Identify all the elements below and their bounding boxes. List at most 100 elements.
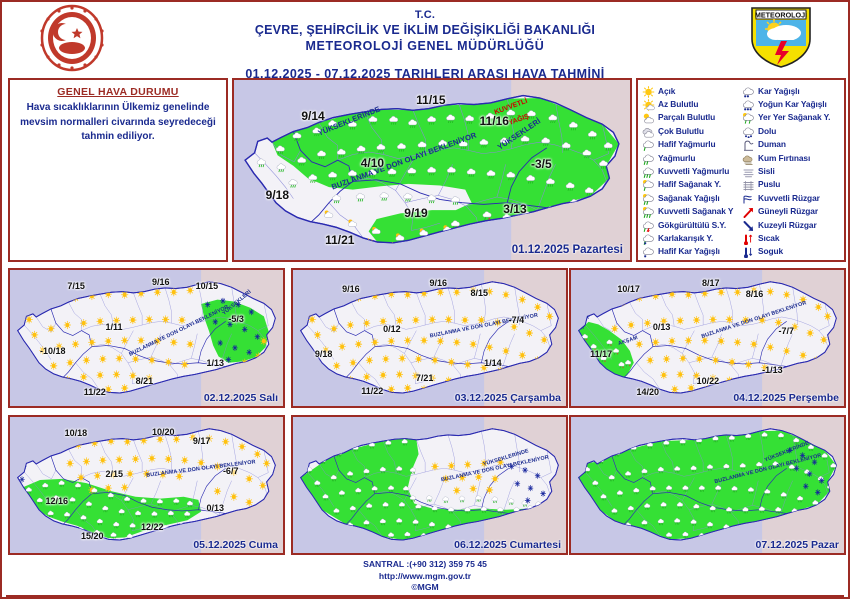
temperature-label: -1/13 <box>762 365 783 376</box>
temperature-label: 11/21 <box>325 233 355 247</box>
footer-url[interactable]: http://www.mgm.gov.tr <box>378 570 472 581</box>
ministry-title-block: T.C. ÇEVRE, ŞEHİRCİLİK VE İKLİM DEĞİŞİKL… <box>152 8 698 82</box>
north-wind-icon <box>742 219 755 231</box>
scattered-shower-icon <box>742 111 755 125</box>
hail-icon <box>742 125 755 139</box>
weather-symbol-legend: Açık Az Bulutlu Parçalı Bulutlu Çok Bulutlu… <box>636 78 846 262</box>
legend-item-label: Kum Fırtınası <box>758 152 811 163</box>
temperature-label: 11/22 <box>361 385 384 396</box>
map-day-label: 05.12.2025 Cuma <box>193 539 278 551</box>
temperature-label: -5/3 <box>228 313 244 324</box>
temperature-label: 7/21 <box>415 373 434 384</box>
map-day-label: 03.12.2025 Çarşamba <box>454 392 561 404</box>
turkey-map-graphic <box>293 417 566 553</box>
temperature-label: 10/20 <box>151 426 175 437</box>
legend-item-label: Parçalı Bulutlu <box>658 112 716 123</box>
legend-item-label: Gökgürültülü S.Y. <box>658 219 727 230</box>
snow-icon <box>742 85 755 98</box>
temperature-label: 12/16 <box>45 495 69 506</box>
legend-item-label: Sisli <box>758 166 775 177</box>
shield-label: METEOROLOJİ <box>755 10 807 19</box>
partly-cloudy-icon <box>642 111 655 124</box>
forecast-map-day-1[interactable]: YÜKSEKLERİNDE YÜKSEKLERİ BUZLANMA VE DON O… <box>232 78 632 262</box>
poster-footer: SANTRAL :(+90 312) 359 75 45 http://www.… <box>2 559 848 594</box>
map-day-label: 06.12.2025 Cumartesi <box>454 539 561 551</box>
legend-item-label: Açık <box>658 85 676 96</box>
temperature-label: 9/14 <box>301 108 325 123</box>
legend-item-label: Hafif Kar Yağışlı <box>658 246 720 257</box>
temperature-label: 7/15 <box>67 280 85 291</box>
legend-item: Çok Bulutlu <box>642 124 742 138</box>
legend-item: Sisli <box>742 164 842 178</box>
legend-item-label: Hafif Yağmurlu <box>658 139 716 150</box>
temperature-label: 11/22 <box>83 386 106 397</box>
temperature-label: 0/12 <box>383 324 401 335</box>
legend-item: Dolu <box>742 124 842 139</box>
forecast-map-day-5[interactable]: BUZLANMA VE DON OLAYI BEKLENİYOR 10/18 10/… <box>8 415 285 555</box>
legend-item-label: Güneyli Rüzgar <box>758 206 819 217</box>
legend-item: Kar Yağışlı <box>742 84 842 98</box>
sandstorm-icon <box>742 152 755 165</box>
legend-item-label: Kuvvetli Sağanak Y <box>658 206 734 217</box>
legend-column-right: Kar Yağışlı Yoğun Kar Yağışlı Yer Yer Sağa… <box>742 84 842 259</box>
smoke-icon <box>742 138 755 152</box>
map-day-label: 04.12.2025 Perşembe <box>733 392 839 404</box>
legend-item-label: Puslu <box>758 179 781 190</box>
legend-item: Güneyli Rüzgar <box>742 205 842 219</box>
temperature-label: 11/17 <box>590 348 613 359</box>
legend-item-label: Kar Yağışlı <box>758 85 800 96</box>
temperature-label: -3/5 <box>531 157 552 172</box>
footer-copyright: ©MGM <box>411 582 439 593</box>
south-wind-icon <box>742 205 755 219</box>
forecast-map-day-7[interactable]: YÜKSEKLERİNDE BUZLANMA VE DON OLAYI BEKLE… <box>569 415 846 555</box>
temperature-label: -7/7 <box>778 325 794 336</box>
hot-icon <box>742 232 755 246</box>
legend-item: Kum Fırtınası <box>742 151 842 165</box>
legend-item: Sağanak Yağışlı <box>642 191 742 205</box>
temperature-label: 10/18 <box>64 427 88 438</box>
turkish-state-emblem-icon <box>40 4 104 72</box>
strong-wind-icon <box>742 192 755 204</box>
light-snow-icon <box>642 245 655 258</box>
light-shower-icon <box>642 178 655 192</box>
legend-item-label: Kuzeyli Rüzgar <box>758 219 817 230</box>
header-line-date-range: 01.12.2025 - 07.12.2025 TARIHLERI ARASI … <box>245 67 605 82</box>
few-clouds-icon <box>642 98 655 111</box>
forecast-map-day-6[interactable]: YÜKSEKLERİNDE BUZLANMA VE DON OLAYI BEKLE… <box>291 415 568 555</box>
general-situation-title: GENEL HAVA DURUMU <box>57 86 179 98</box>
temperature-label: -7/4 <box>508 314 525 325</box>
forecast-map-day-2[interactable]: BUZLANMA VE DON OLAYI BEKLENİYOR YÜKSEKLE… <box>8 268 285 408</box>
header-line-ministry: ÇEVRE, ŞEHİRCİLİK VE İKLİM DEĞİŞİKLİĞİ B… <box>254 23 596 38</box>
legend-item: Kuvvetli Yağmurlu <box>642 164 742 178</box>
legend-item: Az Bulutlu <box>642 97 742 111</box>
forecast-map-day-4[interactable]: BUZLANMA VE DON OLAYI BEKLENİYOR AKŞAM 10/… <box>569 268 846 408</box>
temperature-label: -6/7 <box>222 465 239 476</box>
legend-item-label: Yağmurlu <box>658 152 696 163</box>
rain-icon <box>642 152 655 165</box>
legend-item: Parçalı Bulutlu <box>642 111 742 124</box>
legend-item-label: Kuvvetli Yağmurlu <box>658 166 730 177</box>
temperature-label: 11/15 <box>416 92 446 107</box>
forecast-map-day-3[interactable]: BUZLANMA VE DON OLAYI BEKLENİYOR 9/16 9/16… <box>291 268 568 408</box>
legend-item: Kuzeyli Rüzgar <box>742 218 842 231</box>
legend-item: Yoğun Kar Yağışlı <box>742 97 842 111</box>
general-situation-text: Hava sıcaklıklarının Ülkemiz genelinde m… <box>20 102 216 142</box>
legend-item: Hafif Kar Yağışlı <box>642 245 742 258</box>
poster-header: T.C. ÇEVRE, ŞEHİRCİLİK VE İKLİM DEĞİŞİKL… <box>2 2 848 81</box>
header-line-directorate: METEOROLOJİ GENEL MÜDÜRLÜĞÜ <box>305 39 545 54</box>
legend-item: Kuvvetli Rüzgar <box>742 191 842 204</box>
footer-divider <box>6 595 844 597</box>
legend-column-left: Açık Az Bulutlu Parçalı Bulutlu Çok Bulutlu… <box>642 84 742 258</box>
haze-icon <box>742 178 755 192</box>
thunderstorm-icon <box>642 219 655 233</box>
general-weather-situation-box: GENEL HAVA DURUMU Hava sıcaklıklarının Ü… <box>8 78 228 262</box>
legend-item: Yer Yer Sağanak Y. <box>742 111 842 125</box>
legend-item-label: Yoğun Kar Yağışlı <box>758 99 827 110</box>
temperature-label: 4/10 <box>360 155 385 170</box>
temperature-label: 2/15 <box>105 468 124 479</box>
temperature-label: 1/14 <box>484 358 502 369</box>
temperature-label: 9/16 <box>429 278 448 289</box>
sunny-icon <box>642 85 655 98</box>
legend-item: Karlakarışık Y. <box>642 231 742 245</box>
